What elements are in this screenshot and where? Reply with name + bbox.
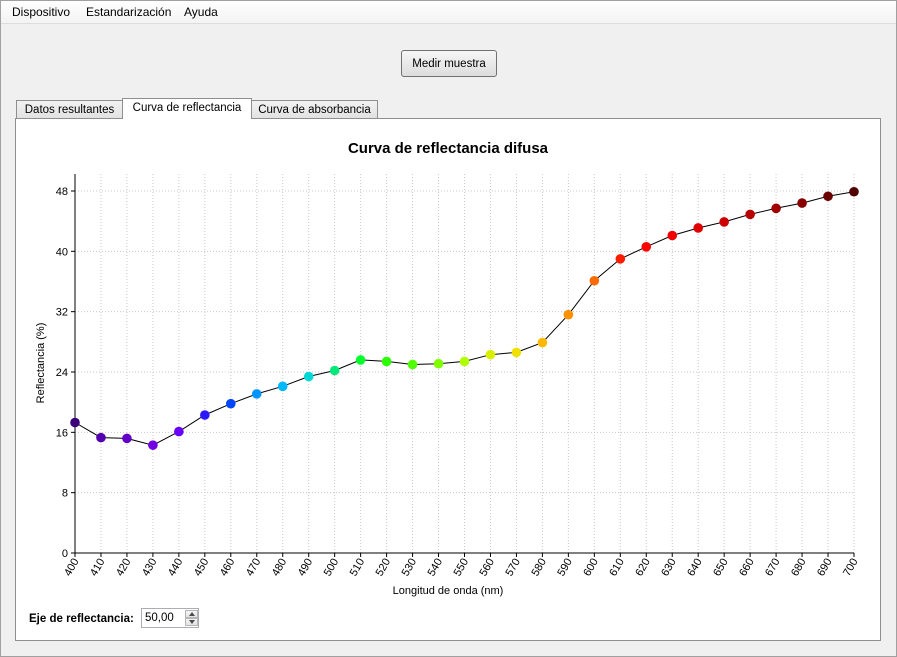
menu-dispositivo[interactable]: Dispositivo bbox=[12, 5, 71, 19]
y-axis-label: Reflectancia (%) bbox=[35, 323, 47, 404]
x-tick-label: 460 bbox=[218, 557, 238, 579]
tab-curva-absorbancia[interactable]: Curva de absorbancia bbox=[251, 100, 378, 119]
y-ticks: 0 8 16 24 32 40 48 bbox=[56, 186, 75, 560]
data-point bbox=[823, 191, 833, 202]
x-tick-label: 570 bbox=[503, 557, 523, 579]
x-tick-label: 470 bbox=[244, 557, 264, 579]
data-point bbox=[329, 365, 340, 376]
y-tick-label: 32 bbox=[56, 307, 68, 319]
reflectance-axis-spinbox[interactable] bbox=[141, 608, 199, 628]
data-point bbox=[96, 432, 106, 443]
data-point bbox=[303, 371, 314, 382]
data-point bbox=[433, 358, 444, 369]
reflectance-chart: Curva de reflectancia difusa 0 8 16 24 32 40 4… bbox=[35, 140, 861, 597]
data-point bbox=[693, 223, 703, 233]
y-tick-label: 40 bbox=[56, 246, 68, 258]
x-tick-label: 480 bbox=[270, 557, 290, 579]
data-point bbox=[251, 389, 262, 399]
y-tick-label: 16 bbox=[56, 427, 68, 439]
x-tick-label: 510 bbox=[348, 557, 368, 579]
y-tick-label: 24 bbox=[56, 367, 68, 379]
x-tick-label: 640 bbox=[685, 557, 705, 579]
x-tick-label: 610 bbox=[607, 557, 627, 579]
x-tick-label: 700 bbox=[841, 557, 861, 579]
spin-down-icon[interactable] bbox=[185, 618, 198, 626]
x-tick-label: 520 bbox=[374, 557, 394, 579]
chart-grid bbox=[75, 174, 855, 553]
data-point bbox=[381, 356, 392, 367]
x-tick-label: 440 bbox=[166, 557, 186, 579]
spin-up-icon[interactable] bbox=[185, 610, 198, 618]
x-tick-label: 690 bbox=[815, 557, 835, 579]
data-point bbox=[277, 381, 288, 392]
x-tick-label: 660 bbox=[737, 557, 757, 579]
chart-title: Curva de reflectancia difusa bbox=[348, 140, 549, 157]
menu-bar: Dispositivo Estandarización Ayuda bbox=[1, 1, 896, 24]
menu-estandarizacion[interactable]: Estandarización bbox=[86, 5, 172, 19]
data-point bbox=[797, 198, 807, 208]
x-tick-label: 500 bbox=[322, 557, 342, 579]
x-tick-label: 620 bbox=[633, 557, 653, 579]
measure-sample-button[interactable]: Medir muestra bbox=[401, 50, 497, 77]
reflectance-axis-input[interactable] bbox=[142, 609, 185, 627]
x-axis-label: Longitud de onda (nm) bbox=[393, 585, 504, 597]
x-tick-label: 590 bbox=[555, 557, 575, 579]
x-tick-label: 430 bbox=[140, 557, 160, 579]
data-point bbox=[70, 417, 80, 428]
x-tick-label: 580 bbox=[529, 557, 549, 579]
x-tick-label: 450 bbox=[192, 557, 212, 579]
data-point bbox=[407, 359, 418, 370]
x-tick-label: 550 bbox=[452, 557, 472, 579]
tab-panel bbox=[15, 118, 881, 641]
reflectance-axis-label: Eje de reflectancia: bbox=[29, 613, 134, 625]
x-ticks: 400 410 420 430 440 450 460 470 480 490 500 510 520 5… bbox=[62, 553, 861, 578]
data-point bbox=[849, 186, 859, 197]
data-point bbox=[615, 254, 626, 264]
data-point bbox=[719, 217, 729, 227]
data-point bbox=[771, 203, 781, 214]
data-point bbox=[200, 410, 210, 420]
x-tick-label: 420 bbox=[114, 557, 134, 579]
data-point bbox=[459, 356, 470, 367]
data-point bbox=[511, 347, 522, 358]
x-tick-label: 650 bbox=[711, 557, 731, 579]
x-tick-label: 560 bbox=[477, 557, 497, 579]
data-point bbox=[485, 349, 496, 360]
data-point bbox=[745, 209, 755, 220]
tab-datos-resultantes[interactable]: Datos resultantes bbox=[16, 100, 123, 119]
menu-ayuda[interactable]: Ayuda bbox=[184, 5, 218, 19]
x-tick-label: 600 bbox=[581, 557, 601, 579]
data-points bbox=[70, 186, 859, 450]
x-tick-label: 540 bbox=[426, 557, 446, 579]
data-point bbox=[174, 426, 184, 437]
y-tick-label: 0 bbox=[62, 548, 68, 560]
x-tick-label: 490 bbox=[296, 557, 316, 579]
x-tick-label: 680 bbox=[789, 557, 809, 579]
x-tick-label: 410 bbox=[88, 557, 108, 579]
data-point bbox=[641, 242, 652, 252]
y-tick-label: 48 bbox=[56, 186, 68, 198]
x-tick-label: 670 bbox=[763, 557, 783, 579]
data-point bbox=[226, 398, 236, 409]
x-tick-label: 530 bbox=[400, 557, 420, 579]
data-point bbox=[537, 337, 548, 348]
data-point bbox=[355, 355, 366, 365]
data-point bbox=[589, 275, 600, 286]
data-point bbox=[667, 230, 678, 241]
data-point bbox=[122, 433, 132, 444]
x-tick-label: 630 bbox=[659, 557, 679, 579]
data-point bbox=[563, 309, 574, 320]
tab-curva-reflectancia[interactable]: Curva de reflectancia bbox=[122, 98, 252, 119]
y-tick-label: 8 bbox=[62, 488, 68, 500]
data-point bbox=[148, 440, 158, 450]
